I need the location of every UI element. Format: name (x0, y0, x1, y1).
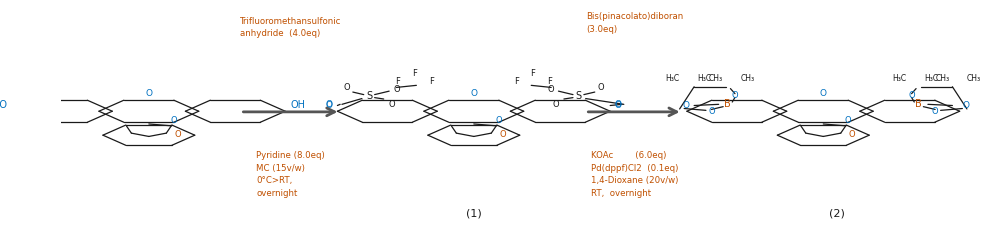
Text: O: O (848, 130, 855, 139)
Text: B: B (915, 99, 922, 109)
Text: O: O (615, 101, 622, 110)
Text: F: F (514, 77, 518, 86)
Text: O: O (495, 116, 502, 125)
Text: CH₃: CH₃ (967, 75, 981, 83)
Text: O: O (932, 107, 939, 116)
Text: O: O (820, 89, 827, 98)
Text: O: O (908, 91, 915, 100)
Text: Bis(pinacolato)diboran
(3.0eq): Bis(pinacolato)diboran (3.0eq) (586, 12, 683, 34)
Text: O: O (615, 100, 622, 109)
Text: O: O (393, 85, 400, 94)
Text: CH₃: CH₃ (935, 75, 950, 83)
Text: O: O (962, 101, 969, 110)
Text: KOAc        (6.0eq)
Pd(dppf)Cl2  (0.1eq)
1,4-Dioxane (20v/w)
RT,  overnight: KOAc (6.0eq) Pd(dppf)Cl2 (0.1eq) 1,4-Dio… (591, 151, 679, 198)
Text: CH₃: CH₃ (709, 75, 723, 83)
Text: O: O (553, 100, 559, 110)
Text: O: O (682, 101, 689, 110)
Text: O: O (732, 91, 738, 100)
Text: S: S (575, 91, 581, 101)
Text: O: O (548, 85, 555, 94)
Text: O: O (470, 89, 477, 98)
Text: O: O (845, 116, 851, 125)
Text: (2): (2) (829, 208, 845, 218)
Text: (1): (1) (465, 208, 482, 218)
Text: F: F (530, 69, 535, 78)
Text: O: O (145, 89, 152, 98)
Text: Trifluoromethansulfonic
anhydride  (4.0eq): Trifluoromethansulfonic anhydride (4.0eq… (240, 17, 341, 38)
Text: H₃C: H₃C (924, 75, 938, 83)
Text: OH: OH (291, 100, 305, 110)
Text: O: O (175, 130, 181, 139)
Text: HO: HO (0, 100, 7, 110)
Text: Pyridine (8.0eq)
MC (15v/w)
0°C>RT,
overnight: Pyridine (8.0eq) MC (15v/w) 0°C>RT, over… (256, 151, 325, 198)
Text: F: F (412, 69, 417, 78)
Text: F: F (548, 77, 553, 86)
Text: S: S (366, 91, 372, 101)
Text: O: O (389, 100, 395, 110)
Text: H₃C: H₃C (666, 75, 680, 83)
Text: O: O (343, 83, 350, 92)
Text: CH₃: CH₃ (740, 75, 754, 83)
Text: O: O (708, 107, 715, 116)
Text: O: O (170, 116, 177, 125)
Text: B: B (725, 99, 731, 109)
Text: O: O (500, 130, 506, 139)
Text: H₃C: H₃C (892, 75, 906, 83)
Text: O: O (326, 101, 333, 110)
Text: F: F (395, 77, 400, 86)
Text: O: O (598, 83, 605, 92)
Text: O: O (326, 100, 333, 109)
Text: H₃C: H₃C (697, 75, 711, 83)
Text: F: F (429, 77, 434, 86)
